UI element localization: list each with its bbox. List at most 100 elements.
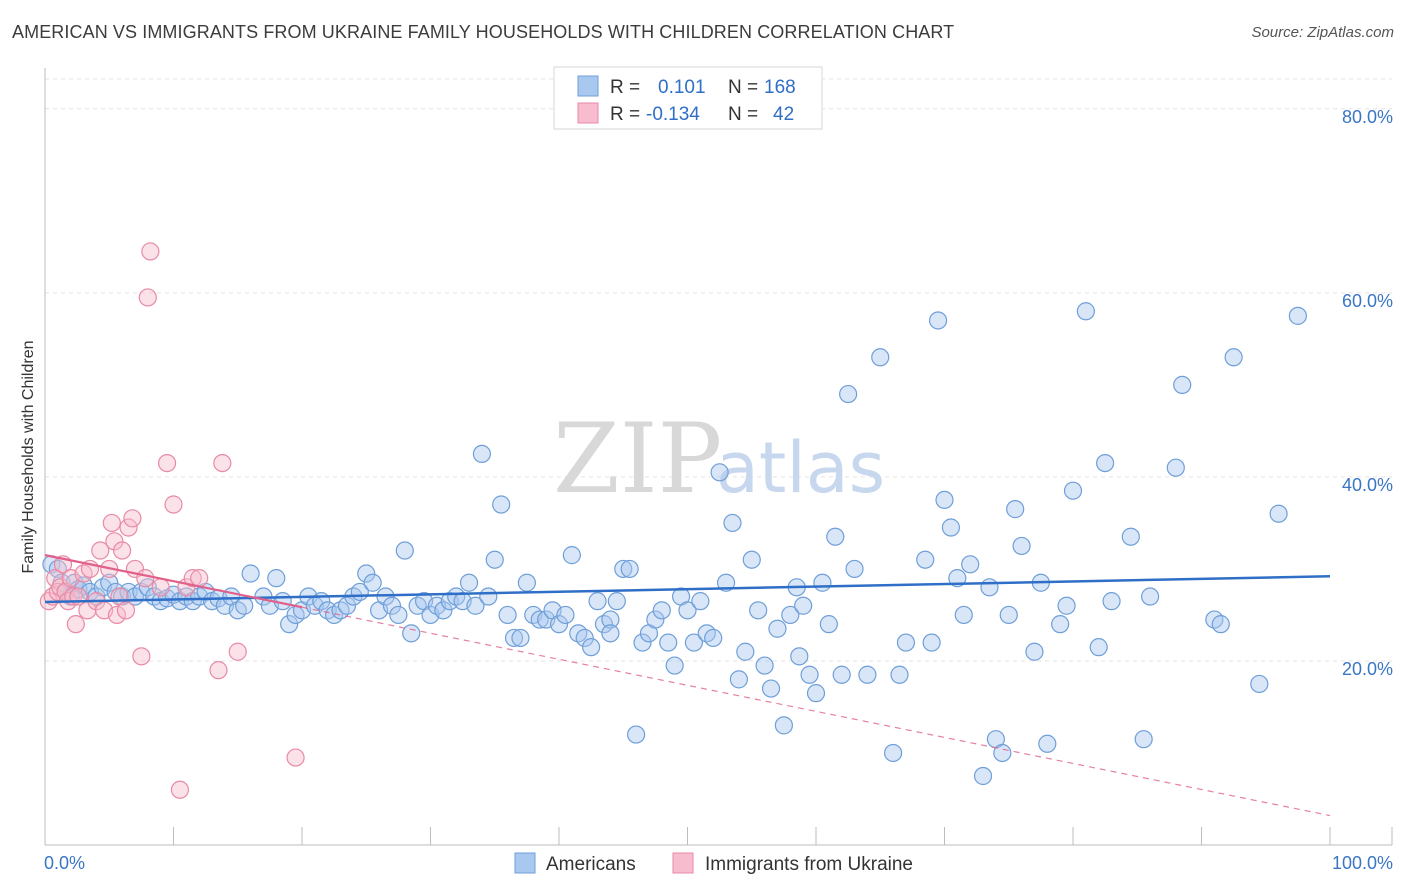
americans-point	[1121, 527, 1140, 546]
ukraine-point	[138, 288, 157, 307]
americans-point	[858, 665, 877, 684]
americans-point	[691, 592, 710, 611]
americans-point	[575, 628, 594, 648]
americans-point	[954, 605, 973, 625]
americans-point	[883, 743, 903, 763]
americans-point	[935, 490, 954, 510]
americans-point	[774, 716, 793, 735]
americans-point	[742, 550, 761, 569]
americans-point	[614, 559, 633, 579]
americans-point	[601, 624, 620, 643]
americans-point	[325, 605, 344, 625]
americans-point	[980, 578, 999, 597]
americans-point	[794, 596, 813, 615]
watermark-zip: ZIP	[553, 403, 722, 515]
americans-point	[768, 619, 787, 638]
americans-point	[235, 596, 254, 615]
americans-point	[678, 601, 697, 620]
americans-point	[1063, 481, 1083, 500]
americans-point	[999, 605, 1018, 625]
americans-point	[684, 633, 704, 652]
americans-point	[569, 624, 588, 643]
ukraine-point	[157, 454, 177, 473]
americans-point	[1102, 592, 1121, 611]
americans-point	[633, 633, 652, 652]
x-tick-label-end: 100.0%	[1332, 853, 1393, 873]
americans-point	[1140, 587, 1160, 606]
americans-point	[440, 592, 459, 611]
trend-lines	[44, 554, 1331, 817]
y-tick-label: 40.0%	[1342, 475, 1393, 495]
ukraine-point	[46, 569, 65, 588]
americans-point	[241, 564, 260, 583]
americans-point	[402, 624, 421, 643]
americans-point	[492, 495, 511, 514]
legend-r-label-1: R =	[610, 77, 640, 98]
americans-point	[806, 684, 826, 703]
ukraine-point	[66, 615, 85, 634]
ukraine-point	[286, 748, 305, 767]
americans-point	[993, 743, 1012, 763]
americans-point	[1269, 504, 1288, 523]
americans-point	[839, 384, 858, 404]
ukraine-point	[91, 541, 110, 560]
americans-point	[459, 573, 479, 592]
chart-source: Source: ZipAtlas.com	[1251, 24, 1394, 41]
legend-n-label-2: N =	[728, 104, 758, 125]
ukraine-point	[74, 564, 93, 583]
americans-point	[562, 546, 581, 565]
americans-point	[626, 725, 646, 744]
watermark: ZIP atlas	[553, 403, 885, 515]
americans-point	[1006, 500, 1025, 519]
americans-point	[620, 559, 639, 579]
americans-point	[1173, 375, 1192, 394]
americans-point	[228, 601, 247, 620]
y-tick-labels: 20.0% 40.0% 60.0% 80.0%	[1342, 107, 1393, 679]
ukraine-point	[112, 541, 132, 560]
americans-point	[434, 601, 453, 620]
americans-points	[42, 302, 1307, 786]
americans-point	[652, 601, 671, 620]
ukraine-point	[170, 780, 190, 799]
americans-point	[267, 569, 286, 588]
americans-point	[916, 550, 935, 569]
americans-point	[280, 615, 299, 634]
americans-point	[485, 550, 504, 569]
americans-point	[896, 633, 916, 652]
americans-point	[363, 573, 382, 592]
ukraine-point	[105, 532, 124, 551]
americans-point	[1025, 642, 1044, 661]
americans-point	[607, 592, 626, 611]
americans-point	[941, 518, 961, 537]
americans-point	[588, 592, 607, 611]
americans-point	[582, 638, 601, 657]
americans-point	[318, 601, 337, 620]
americans-point	[1089, 638, 1108, 657]
americans-point	[697, 624, 716, 643]
americans-point	[755, 656, 774, 675]
ukraine-point	[102, 513, 121, 533]
ukraine-point	[228, 642, 247, 661]
americans-point	[826, 527, 845, 546]
bottom-swatch-ukraine	[672, 852, 694, 874]
americans-point	[928, 311, 948, 330]
americans-point	[1096, 454, 1115, 473]
americans-point	[100, 573, 119, 592]
americans-point	[1038, 734, 1057, 753]
ukraine-point	[123, 509, 142, 528]
bottom-legend-americans: Americans	[546, 854, 636, 875]
legend-n-value-1: 168	[764, 77, 796, 98]
ukraine-trend-line-solid	[44, 554, 303, 609]
americans-point	[922, 633, 941, 652]
americans-point	[177, 587, 196, 606]
americans-point	[549, 615, 569, 634]
americans-point	[447, 587, 466, 606]
americans-point	[749, 601, 768, 620]
americans-point	[389, 605, 408, 625]
x-tick-label-start: 0.0%	[44, 853, 85, 873]
ukraine-point	[164, 495, 183, 514]
americans-point	[601, 610, 620, 629]
ukraine-point	[119, 518, 138, 537]
legend-swatch-ukraine	[577, 102, 599, 124]
